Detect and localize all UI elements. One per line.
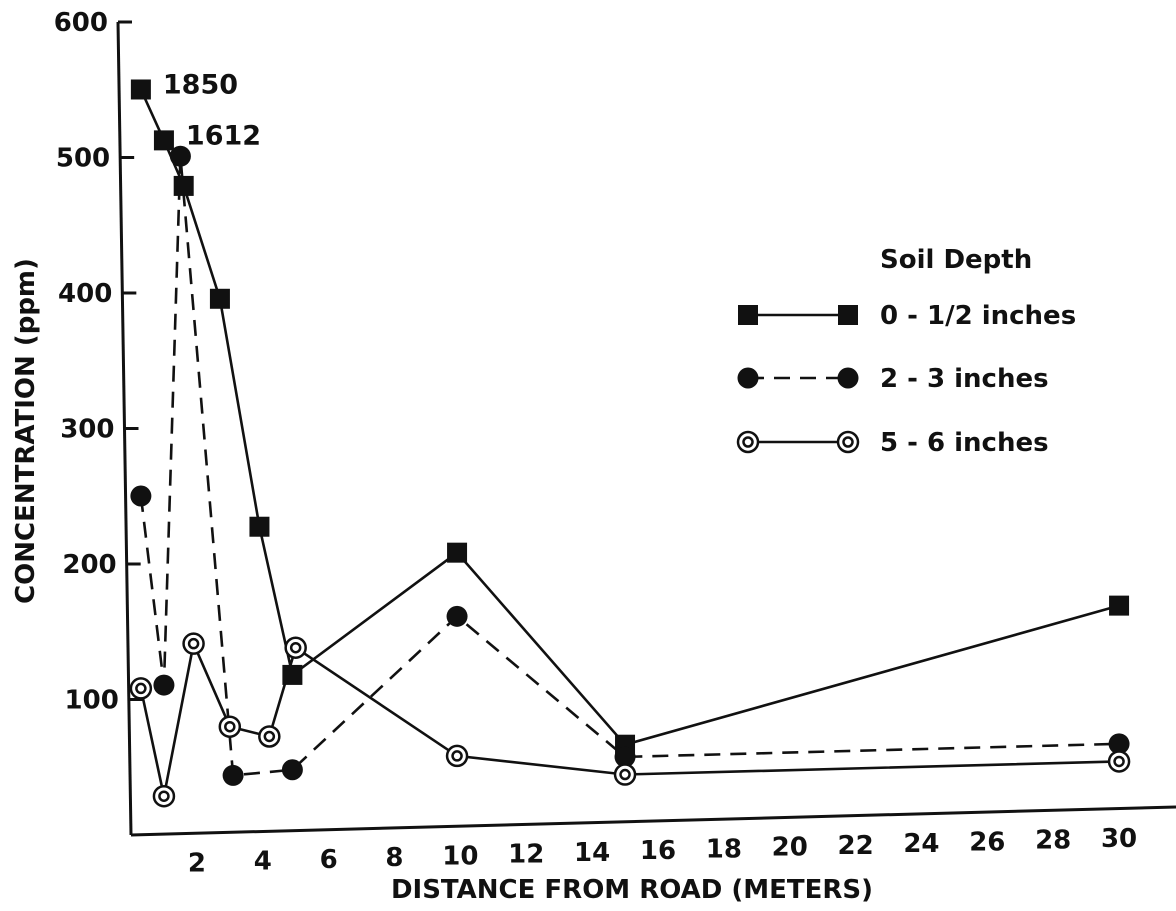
legend-title: Soil Depth <box>880 245 1032 275</box>
data-point-ring <box>182 632 205 655</box>
legend-item: 0 - 1/2 inches <box>738 301 1076 331</box>
y-tick-label: 400 <box>58 279 112 309</box>
data-point-square <box>249 516 270 537</box>
y-tick-label: 200 <box>62 550 116 580</box>
x-axis-title: DISTANCE FROM ROAD (METERS) <box>391 875 873 905</box>
x-tick-label: 30 <box>1101 824 1137 854</box>
legend-marker <box>836 430 860 454</box>
x-tick-label: 10 <box>442 841 478 871</box>
data-point-ring <box>445 744 469 768</box>
legend-label: 5 - 6 inches <box>880 428 1049 458</box>
x-tick-label: 26 <box>969 827 1005 857</box>
data-point-ring <box>152 784 176 808</box>
legend-marker <box>738 305 758 325</box>
point-label: 1612 <box>186 120 261 151</box>
x-tick-label: 20 <box>772 833 808 863</box>
data-point-square <box>447 542 468 563</box>
data-point-square <box>153 130 174 151</box>
x-tick-label: 2 <box>188 848 206 878</box>
y-tick-label: 300 <box>60 415 114 445</box>
data-point-square <box>209 288 230 309</box>
y-tick-label: 100 <box>65 686 119 716</box>
x-tick-label: 28 <box>1035 826 1071 856</box>
point-annotations: 1850 1612 <box>163 69 261 151</box>
data-point-ring <box>258 725 281 748</box>
data-point-circle <box>446 605 468 627</box>
x-tick-label: 6 <box>320 845 338 875</box>
legend-item: 2 - 3 inches <box>737 364 1049 394</box>
legend-marker <box>736 430 760 454</box>
legend-marker <box>838 305 858 325</box>
series-markers <box>129 79 1131 808</box>
data-point-square <box>282 664 303 685</box>
x-tick-label: 16 <box>640 836 676 866</box>
point-label: 1850 <box>163 69 238 100</box>
legend-marker <box>737 367 759 389</box>
data-point-square <box>173 175 194 196</box>
x-tick-label: 18 <box>706 834 742 864</box>
x-tick-label: 4 <box>254 847 272 877</box>
x-tick-label: 22 <box>837 831 873 861</box>
x-tick-label: 24 <box>903 829 939 859</box>
series-line-2 <box>139 156 1120 777</box>
data-point-circle <box>614 746 636 768</box>
data-point-circle <box>130 485 152 507</box>
legend-label: 0 - 1/2 inches <box>880 301 1076 331</box>
legend: Soil Depth 0 - 1/2 inches 2 - 3 inches 5 - … <box>736 245 1076 458</box>
y-tick-label: 600 <box>54 8 108 38</box>
data-point-ring <box>284 636 307 659</box>
legend-marker <box>837 367 859 389</box>
x-axis <box>130 805 1176 837</box>
legend-item: 5 - 6 inches <box>736 428 1049 458</box>
y-tick-label: 500 <box>56 144 110 174</box>
data-point-circle <box>153 674 175 696</box>
x-tick-label: 8 <box>385 843 403 873</box>
data-point-circle <box>169 145 191 167</box>
legend-label: 2 - 3 inches <box>880 364 1049 394</box>
data-point-ring <box>1107 750 1131 773</box>
data-point-square <box>130 79 151 100</box>
data-point-ring <box>218 715 242 738</box>
x-tick-label: 12 <box>508 840 544 870</box>
x-tick-label: 14 <box>574 838 610 868</box>
data-point-circle <box>222 764 244 786</box>
data-point-circle <box>281 759 303 781</box>
data-point-circle <box>1108 733 1130 755</box>
y-axis-title: CONCENTRATION (ppm) <box>11 258 41 604</box>
data-point-ring <box>129 677 153 700</box>
data-point-ring <box>613 763 637 786</box>
data-point-square <box>1109 595 1130 616</box>
